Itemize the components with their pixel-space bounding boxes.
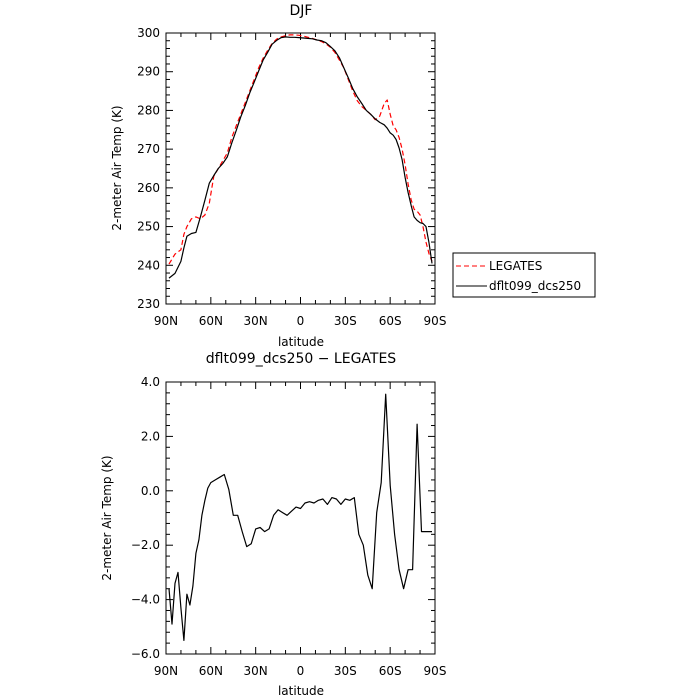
top-x-tick-label: 90S [424, 314, 447, 328]
bottom-y-tick-label: 2.0 [141, 429, 160, 443]
bottom-y-tick-label: −2.0 [131, 538, 160, 552]
top-chart-title: DJF [290, 3, 313, 19]
top-y-tick-label: 240 [137, 258, 160, 272]
top-y-tick-label: 300 [137, 26, 160, 40]
bottom-ticks [165, 381, 436, 655]
top-x-axis-label: latitude [278, 335, 324, 349]
top-x-tick-label: 60S [379, 314, 402, 328]
top-y-tick-label: 230 [137, 297, 160, 311]
top-x-tick-label: 30S [334, 314, 357, 328]
bottom-x-tick-labels: 90N 60N 30N 0 30S 60S 90S [154, 664, 447, 678]
top-x-tick-label: 60N [199, 314, 223, 328]
bottom-x-tick-label: 0 [297, 664, 305, 678]
bottom-x-axis-label: latitude [278, 684, 324, 698]
bottom-y-tick-label: 4.0 [141, 375, 160, 389]
bottom-plot-frame [165, 381, 436, 655]
legend-label-legates: LEGATES [489, 259, 542, 273]
top-y-tick-label: 290 [137, 65, 160, 79]
top-y-tick-label: 250 [137, 220, 160, 234]
bottom-x-tick-label: 90S [424, 664, 447, 678]
top-series-line-0 [168, 34, 433, 265]
bottom-x-tick-label: 60S [379, 664, 402, 678]
top-y-tick-label: 270 [137, 142, 160, 156]
top-x-tick-label: 90N [154, 314, 178, 328]
top-y-tick-label: 260 [137, 181, 160, 195]
bottom-y-tick-label: 0.0 [141, 484, 160, 498]
top-ticks [165, 32, 436, 305]
bottom-x-tick-label: 60N [199, 664, 223, 678]
top-x-tick-label: 30N [244, 314, 268, 328]
bottom-x-tick-label: 90N [154, 664, 178, 678]
bottom-y-tick-label: −4.0 [131, 593, 160, 607]
bottom-y-tick-label: −6.0 [131, 647, 160, 661]
bottom-x-tick-label: 30N [244, 664, 268, 678]
bottom-chart: dflt099_dcs250 − LEGATES 90N 60N 30N 0 30S 60… [100, 351, 446, 698]
top-series-line-1 [168, 36, 433, 279]
top-chart: DJF 90N 60N 30N 0 30S 60S 90S 2302402502602702… [110, 3, 446, 349]
legend-box [452, 252, 596, 298]
top-plot-frame [165, 32, 436, 305]
top-y-tick-label: 280 [137, 103, 160, 117]
bottom-x-tick-label: 30S [334, 664, 357, 678]
bottom-series [168, 393, 432, 642]
legend-label-dflt099: dflt099_dcs250 [489, 279, 581, 293]
bottom-y-tick-labels: −6.0 −4.0 −2.0 0.0 2.0 4.0 [131, 375, 160, 661]
top-y-axis-label: 2-meter Air Temp (K) [110, 105, 124, 230]
legend: LEGATES dflt099_dcs250 [452, 252, 596, 298]
top-y-tick-labels: 230 240 250 260 270 280 290 300 [137, 26, 160, 311]
top-x-tick-labels: 90N 60N 30N 0 30S 60S 90S [154, 314, 447, 328]
bottom-chart-title: dflt099_dcs250 − LEGATES [206, 351, 397, 367]
top-series [168, 34, 433, 279]
top-x-tick-label: 0 [297, 314, 305, 328]
bottom-y-axis-label: 2-meter Air Temp (K) [100, 455, 114, 580]
bottom-series-line-0 [168, 393, 432, 642]
